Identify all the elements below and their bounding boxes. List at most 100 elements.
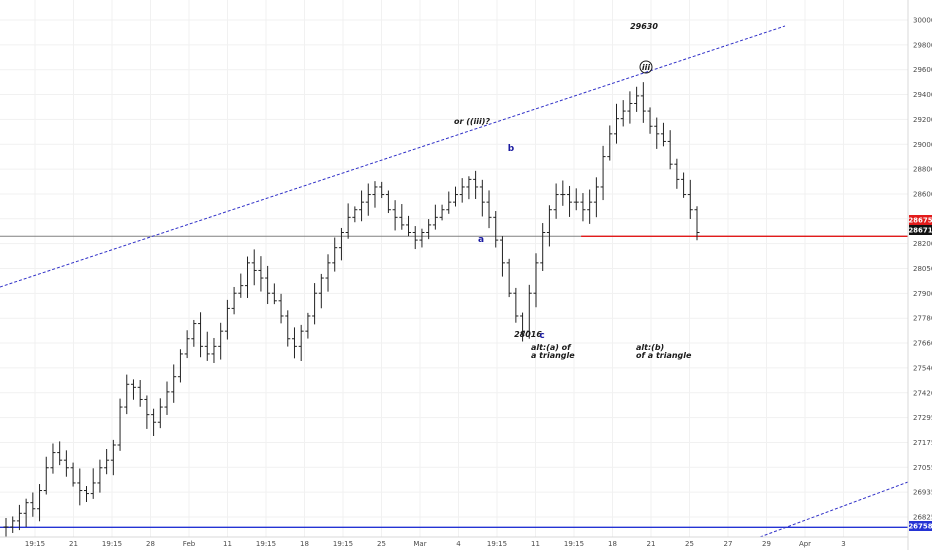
price-bar xyxy=(553,183,559,219)
x-tick-label: 27 xyxy=(724,540,733,548)
price-bar xyxy=(499,236,505,277)
price-bar xyxy=(124,374,130,415)
annotation-alt-a-line2: a triangle xyxy=(531,351,575,360)
price-bar xyxy=(372,181,378,208)
y-tick-label: 29600 xyxy=(913,66,932,74)
price-bar xyxy=(345,203,351,239)
price-bar xyxy=(77,468,83,506)
price-bar xyxy=(16,504,22,531)
y-tick-label: 27055 xyxy=(913,464,932,472)
x-tick-label: 19:15 xyxy=(102,540,122,548)
annotation-wave-iii: iii xyxy=(642,63,650,72)
price-bar xyxy=(137,380,143,407)
price-bar xyxy=(164,381,170,415)
price-bar xyxy=(218,322,224,360)
y-tick-label: 26935 xyxy=(913,489,932,497)
price-bar xyxy=(426,219,432,240)
y-tick-label: 26825 xyxy=(913,514,932,522)
price-bar xyxy=(439,204,445,221)
price-bar xyxy=(43,456,49,495)
price-bar xyxy=(278,293,284,324)
time-axis[interactable]: 19:15 21 19:15 28 Feb 11 19:15 18 19:15 25 Mar 4 19:… xyxy=(25,540,846,548)
price-bar xyxy=(70,462,76,487)
y-tick-label: 28200 xyxy=(913,240,932,248)
x-tick-label: 21 xyxy=(647,540,656,548)
price-bar xyxy=(365,183,371,216)
price-bar xyxy=(298,324,304,361)
price-bar xyxy=(338,227,344,261)
price-bar xyxy=(117,398,123,451)
y-tick-label: 28800 xyxy=(913,166,932,174)
price-bar xyxy=(23,498,29,528)
price-bar xyxy=(385,190,391,214)
price-bar xyxy=(459,178,465,203)
price-bar xyxy=(613,103,619,144)
y-tick-label: 28050 xyxy=(913,265,932,273)
price-bar xyxy=(526,284,532,339)
price-bar xyxy=(312,283,318,325)
price-bar xyxy=(231,286,237,315)
price-bar xyxy=(325,254,331,292)
price-bar xyxy=(57,441,63,466)
price-bar xyxy=(37,484,43,522)
price-bar xyxy=(473,170,479,199)
x-tick-label: 19:15 xyxy=(487,540,507,548)
x-tick-label: Mar xyxy=(413,540,426,548)
price-bar xyxy=(419,228,425,248)
price-bar xyxy=(412,226,418,250)
price-badge-box xyxy=(909,521,932,531)
price-bar xyxy=(627,91,633,124)
price-bar xyxy=(580,193,586,222)
trend-line-lower xyxy=(759,481,909,538)
price-bar xyxy=(607,125,613,161)
price-bar xyxy=(660,122,666,147)
price-bar xyxy=(198,312,204,358)
price-bar xyxy=(640,82,646,123)
price-badge-box xyxy=(909,225,932,235)
price-bar xyxy=(634,86,640,112)
price-bar xyxy=(392,200,398,231)
price-bar xyxy=(285,310,291,347)
price-bar xyxy=(332,237,338,272)
price-bar xyxy=(130,379,136,400)
price-bar xyxy=(620,100,626,127)
annotation-alt-b-line1: alt:(b) xyxy=(636,343,664,352)
price-bar xyxy=(352,206,358,223)
price-bar xyxy=(654,117,660,149)
y-tick-label: 29200 xyxy=(913,116,932,124)
price-bar xyxy=(104,448,110,475)
x-tick-label: 29 xyxy=(762,540,771,548)
price-bar xyxy=(84,486,90,503)
price-bar xyxy=(432,204,438,230)
y-tick-label: 27660 xyxy=(913,340,932,348)
annotation-alt-wave-iii: or ((iii)? xyxy=(454,117,490,126)
price-axis[interactable]: 30000 29800 29600 29400 29200 29000 28800 28600… xyxy=(913,17,932,522)
price-bar xyxy=(379,181,385,199)
price-bar xyxy=(245,256,251,298)
y-tick-label: 27295 xyxy=(913,414,932,422)
price-bar xyxy=(667,130,673,170)
y-tick-label: 27540 xyxy=(913,364,932,372)
price-bar xyxy=(10,516,16,533)
x-tick-label: 21 xyxy=(69,540,78,548)
x-tick-label: 19:15 xyxy=(333,540,353,548)
price-bar xyxy=(587,189,593,224)
x-tick-label: Apr xyxy=(799,540,811,548)
x-tick-label: 25 xyxy=(685,540,694,548)
price-bar xyxy=(318,273,324,309)
price-bars xyxy=(3,82,700,537)
price-bar xyxy=(540,223,546,272)
price-badge-label: 26758 xyxy=(908,523,932,531)
price-bar xyxy=(593,177,599,218)
x-tick-label: 19:15 xyxy=(25,540,45,548)
x-tick-label: 3 xyxy=(841,540,845,548)
price-bar xyxy=(479,179,485,217)
price-bar xyxy=(63,450,69,477)
price-bar xyxy=(90,468,96,499)
y-tick-label: 27175 xyxy=(913,439,932,447)
price-bar xyxy=(251,249,257,286)
x-tick-label: 18 xyxy=(608,540,617,548)
annotation-alt-b-line2: of a triangle xyxy=(636,351,692,360)
x-tick-label: Feb xyxy=(183,540,196,548)
